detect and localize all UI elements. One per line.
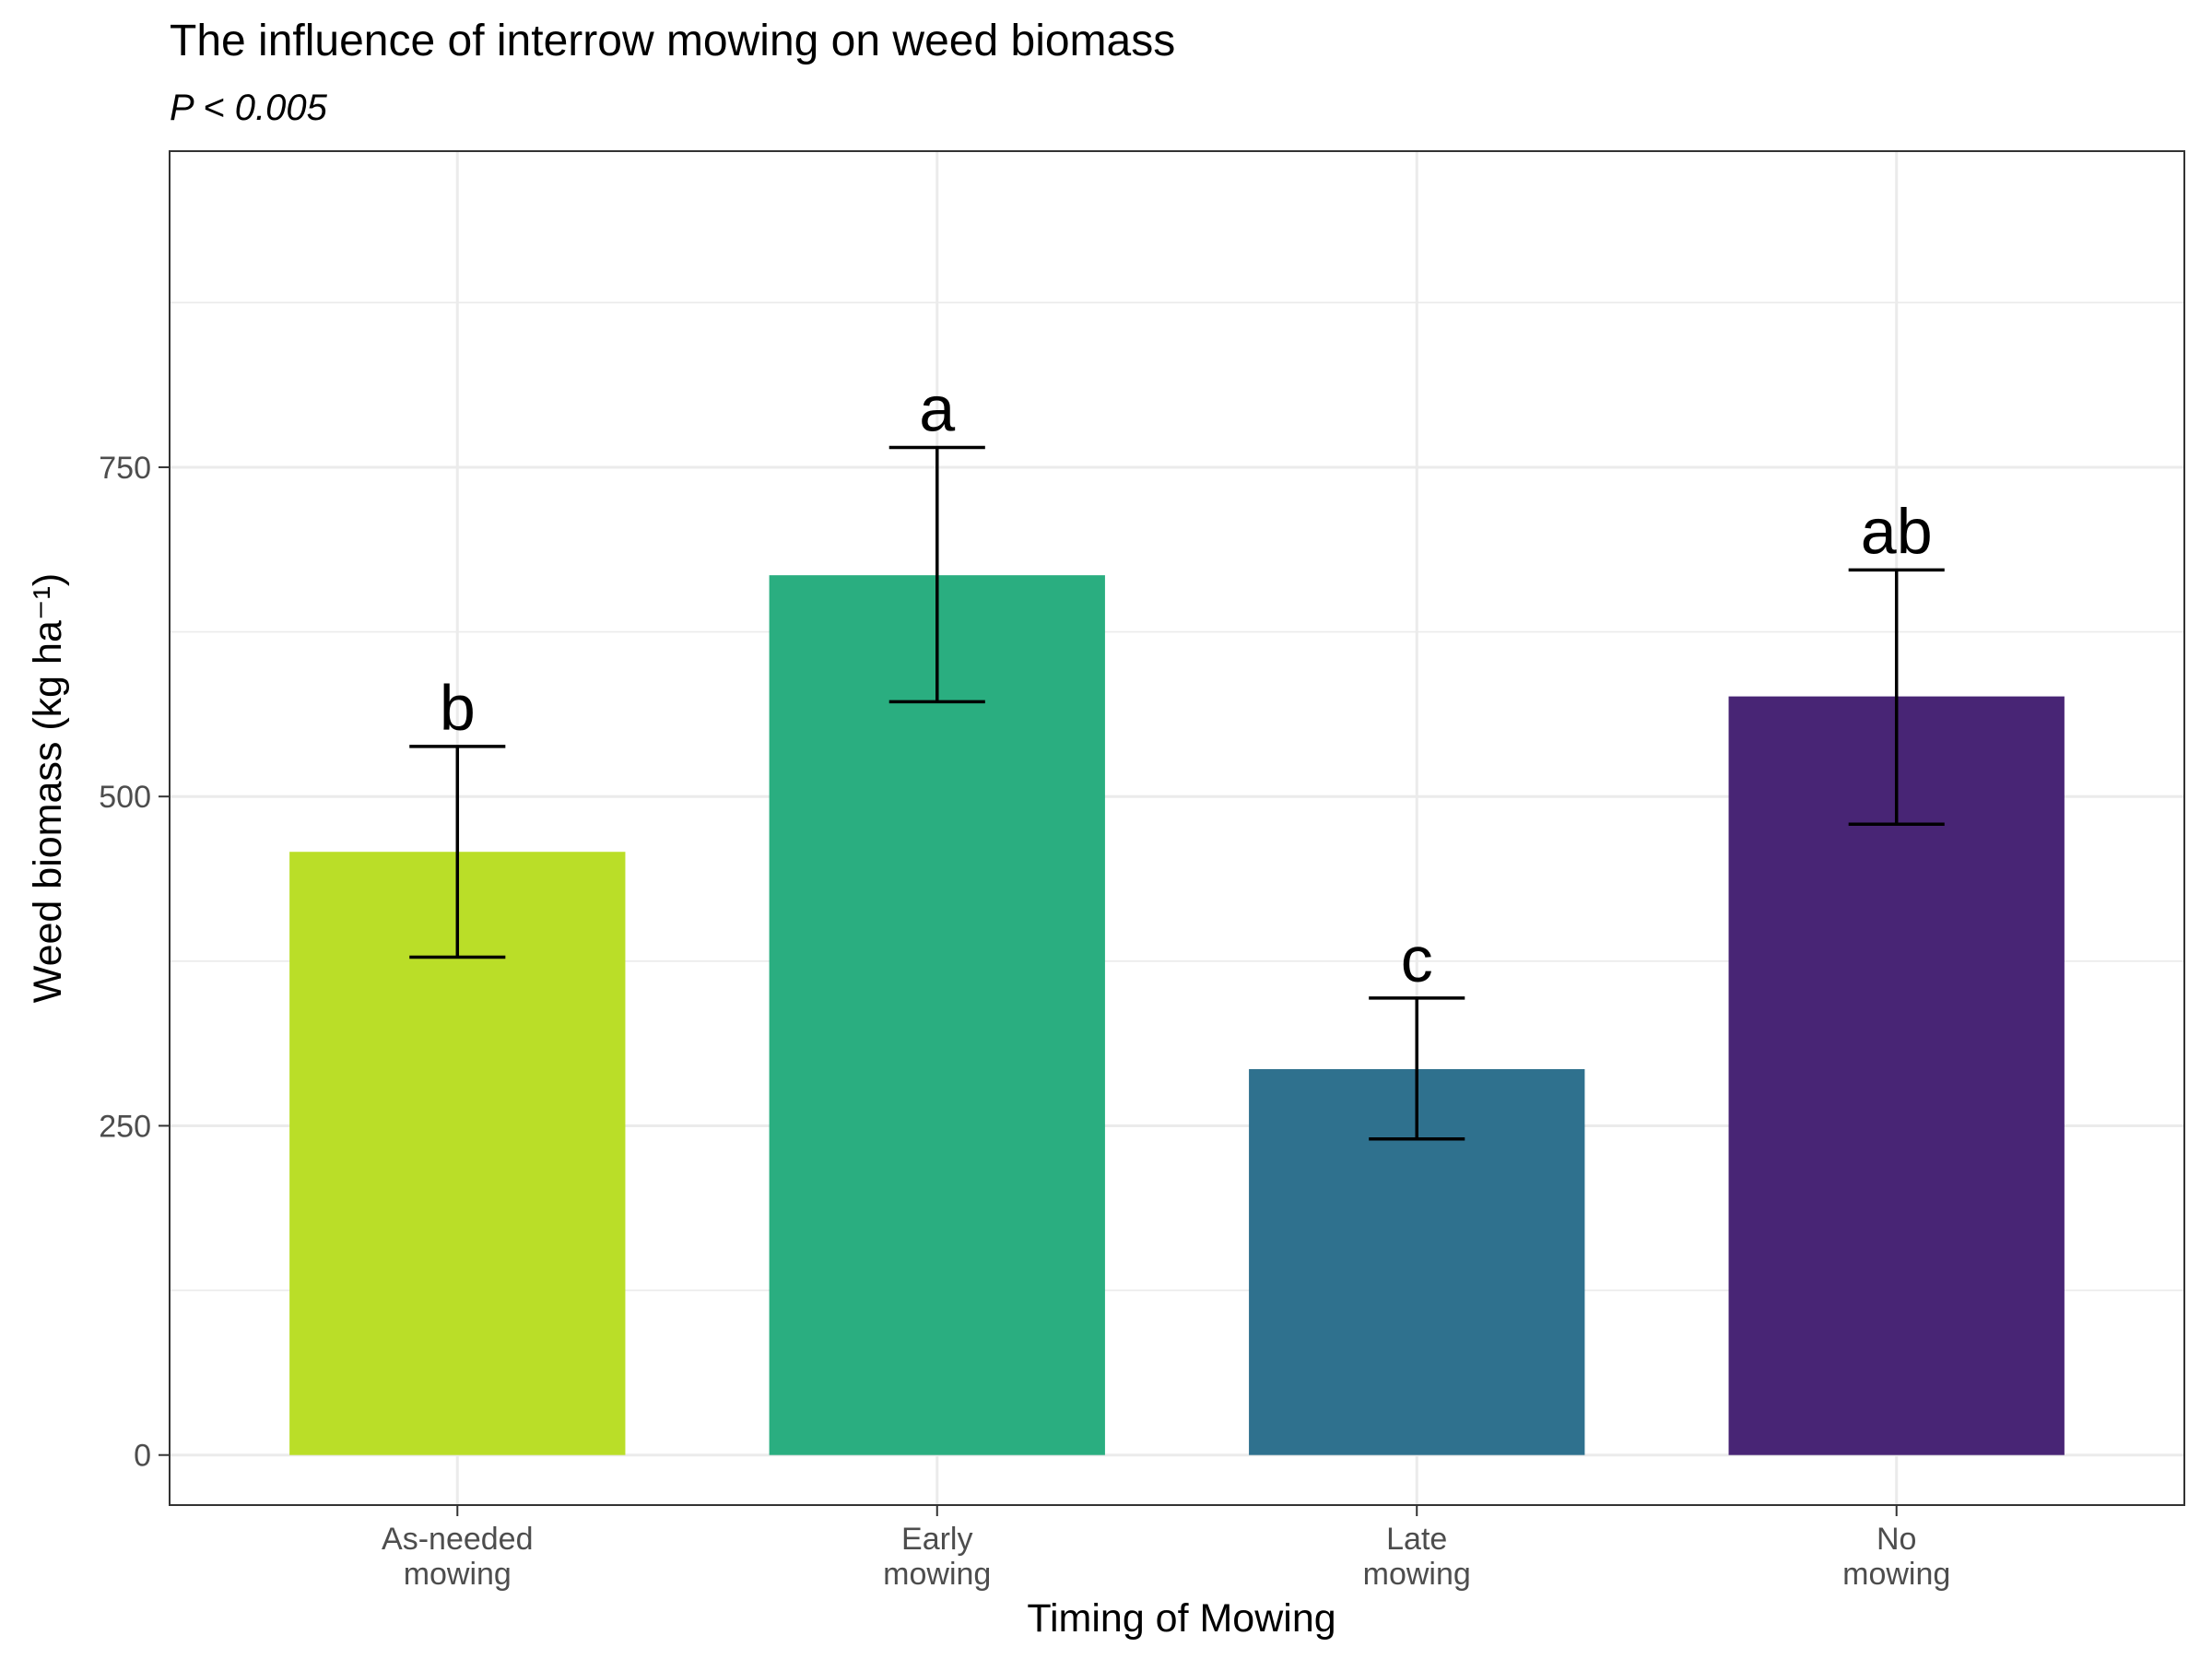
x-tick-label-line: No [1877,1522,1916,1557]
significance-letters: b a c ab [440,373,1933,995]
y-tick-label: 500 [99,780,151,815]
error-bars [409,445,1945,1141]
y-tick-label: 750 [99,451,151,486]
significance-letter: ab [1861,495,1933,567]
x-tick-label-line: mowing [1363,1557,1471,1592]
y-axis: 0 250 500 750 [99,451,170,1474]
y-tick-label: 250 [99,1109,151,1144]
x-tick-label-line: As-needed [382,1522,533,1557]
x-tick-label: No mowing [1842,1522,1950,1592]
significance-letter: b [440,672,476,744]
x-tick-label-line: mowing [883,1557,991,1592]
significance-letter: c [1401,924,1433,995]
bar-1 [769,575,1105,1455]
plot-panel-border [169,150,2185,1506]
x-axis-title: Timing of Mowing [1027,1596,1335,1641]
significance-letter: a [919,373,955,445]
bars [289,575,2065,1455]
x-tick-label-line: Early [901,1522,972,1557]
x-tick-label: As-needed mowing [382,1522,533,1592]
x-tick-label-line: mowing [1842,1557,1950,1592]
y-tick-label: 0 [134,1439,151,1474]
x-tick-label: Late mowing [1363,1522,1471,1592]
chart-title: The influence of interrow mowing on weed… [170,17,1175,65]
y-axis-title: Weed biomass (kg ha⁻¹) [26,573,70,1003]
x-tick-label: Early mowing [883,1522,991,1592]
x-tick-label-line: Late [1386,1522,1447,1557]
chart-subtitle: P < 0.005 [170,88,328,128]
x-tick-label-line: mowing [404,1557,512,1592]
